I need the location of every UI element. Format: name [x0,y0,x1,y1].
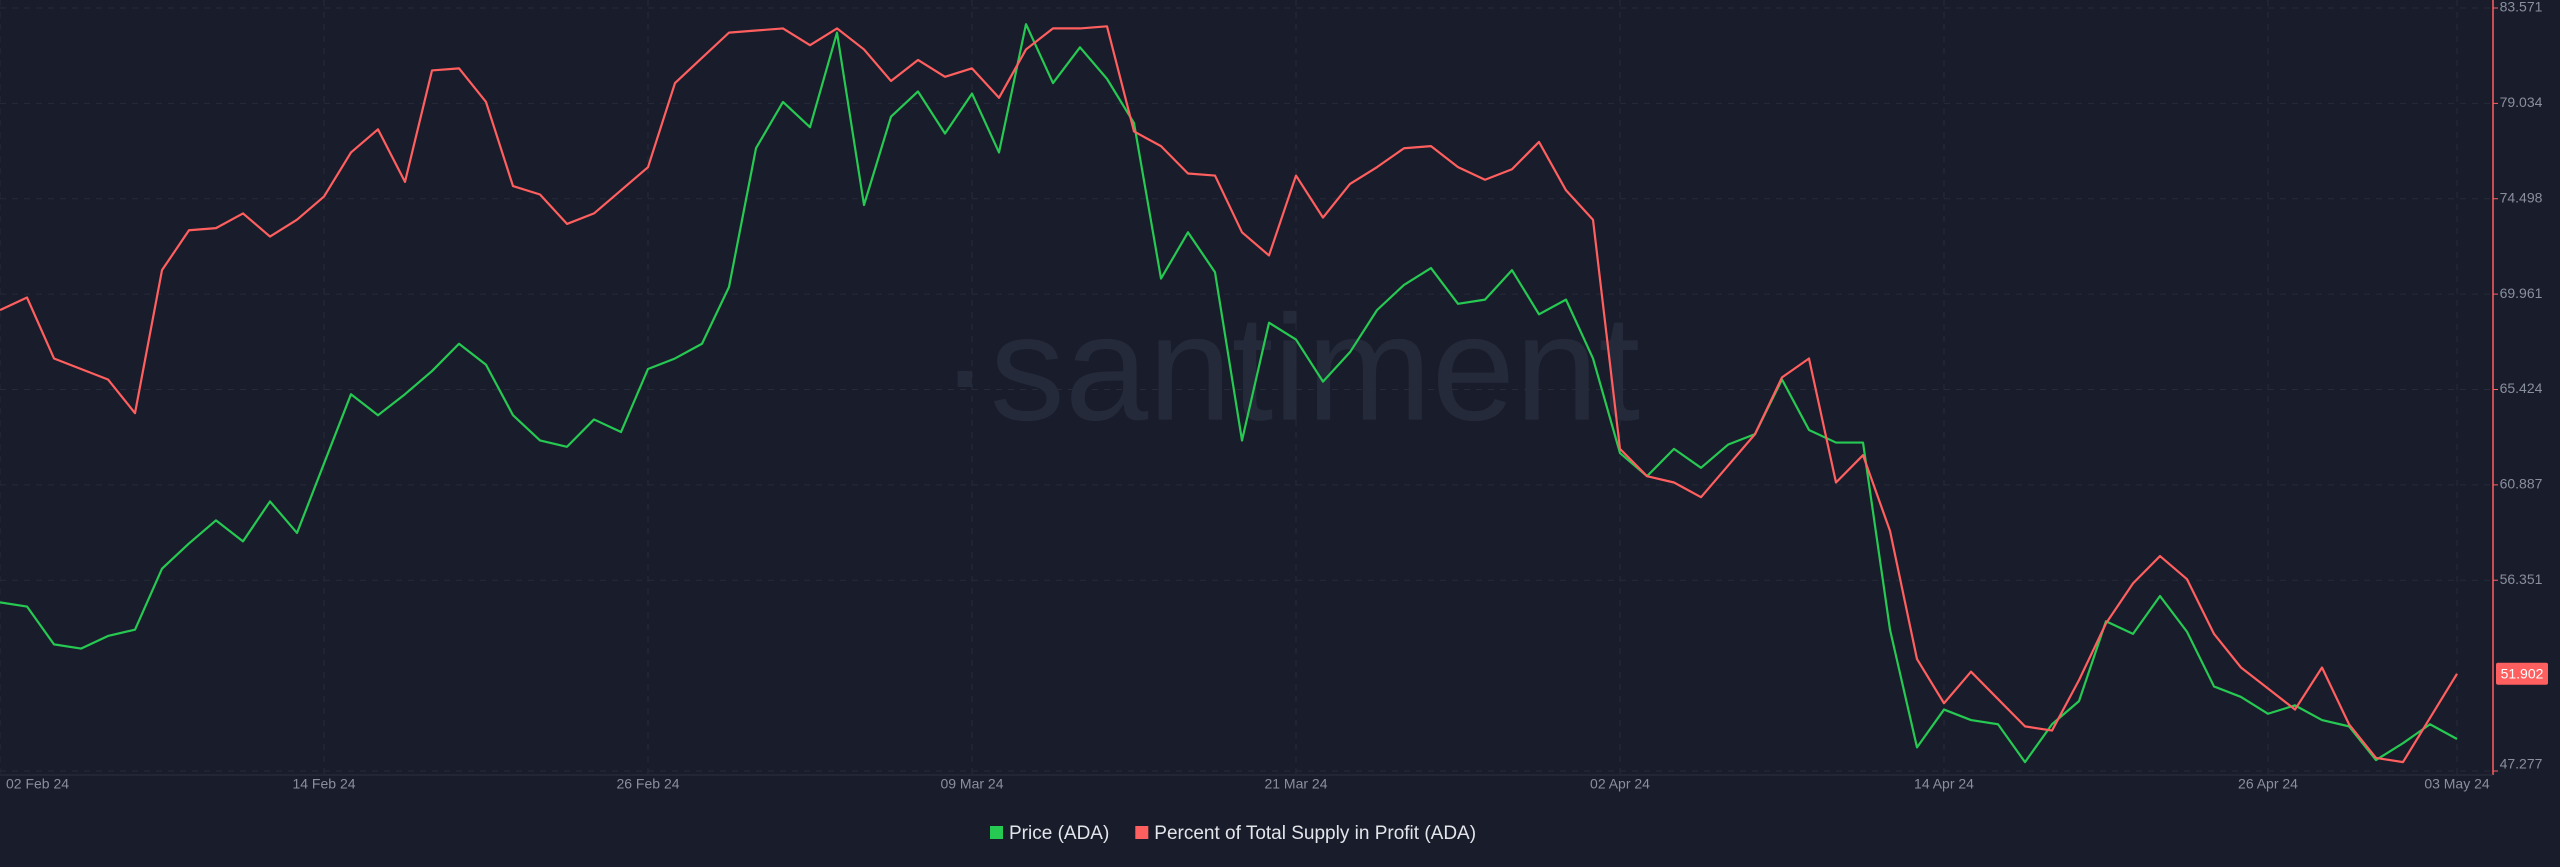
y-tick-label: 60.887 [2500,476,2543,492]
x-tick-label: 14 Apr 24 [1914,776,1974,792]
x-tick-label: 02 Apr 24 [1590,776,1650,792]
x-tick-label: 26 Apr 24 [2238,776,2298,792]
series-line [0,25,2458,764]
last-value-label: 51.902 [2501,665,2544,681]
legend-label: Price (ADA) [1009,823,1109,844]
y-tick-label: 56.351 [2500,571,2543,587]
x-tick-label: 02 Feb 24 [6,776,69,792]
x-tick-label: 03 May 24 [2424,776,2490,792]
y-tick-label: 65.424 [2500,380,2543,396]
y-tick-label: 83.571 [2500,0,2543,15]
last-value-badge [2496,662,2548,685]
x-tick-label: 26 Feb 24 [616,776,679,792]
watermark: ·santiment [940,284,1640,452]
y-tick-label: 47.277 [2500,756,2543,772]
y-tick-label: 69.961 [2500,285,2543,301]
legend-swatch [990,826,1003,839]
legend-swatch [1135,826,1149,839]
legend-label: Percent of Total Supply in Profit (ADA) [1154,823,1476,844]
x-tick-label: 21 Mar 24 [1264,776,1327,792]
x-tick-label: 14 Feb 24 [292,776,355,792]
y-tick-label: 74.498 [2500,189,2543,205]
y-tick-label: 79.034 [2500,94,2543,110]
x-tick-label: 09 Mar 24 [940,776,1003,792]
